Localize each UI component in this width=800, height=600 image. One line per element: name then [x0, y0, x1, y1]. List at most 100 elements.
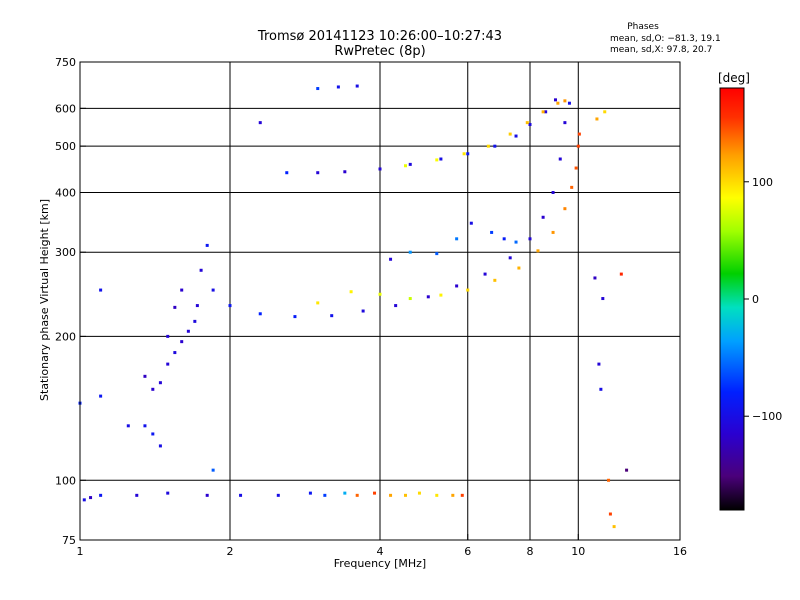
data-point — [455, 284, 459, 288]
data-point — [439, 157, 443, 161]
data-point — [99, 394, 103, 398]
data-point — [625, 468, 629, 472]
data-point — [595, 117, 599, 121]
data-point — [528, 123, 532, 127]
trace-es-cloud — [143, 288, 199, 448]
trace-f-x — [316, 132, 581, 305]
data-point — [378, 167, 382, 171]
data-point — [343, 491, 347, 495]
colorbar-tick-label: 0 — [752, 293, 759, 306]
data-point — [195, 304, 199, 308]
data-point — [493, 278, 497, 282]
y-tick-label: 100 — [55, 474, 76, 487]
data-point — [349, 290, 353, 294]
phases-x-stats: mean, sd,X: 97.8, 20.7 — [610, 45, 712, 55]
data-point — [466, 152, 470, 156]
data-point — [316, 301, 320, 305]
data-point — [619, 272, 623, 276]
data-point — [186, 329, 190, 333]
data-point — [228, 304, 232, 308]
data-point — [574, 166, 578, 170]
data-point — [541, 110, 545, 114]
trace-noise — [78, 84, 629, 529]
x-tick-label: 2 — [227, 545, 234, 558]
data-point — [408, 162, 412, 166]
data-point — [151, 387, 155, 391]
data-point — [486, 144, 490, 148]
data-point — [514, 134, 518, 138]
data-point — [99, 288, 103, 292]
data-point — [285, 171, 289, 175]
data-point — [508, 132, 512, 136]
data-point — [493, 144, 497, 148]
data-point — [166, 334, 170, 338]
data-point — [451, 493, 455, 497]
data-point — [612, 525, 616, 529]
data-point — [599, 387, 603, 391]
data-point — [143, 424, 147, 428]
data-point — [558, 157, 562, 161]
data-point — [417, 491, 421, 495]
data-point — [490, 230, 494, 234]
data-point — [597, 362, 601, 366]
y-tick-label: 300 — [55, 246, 76, 259]
data-point — [316, 87, 320, 91]
data-point — [378, 292, 382, 296]
data-point — [330, 314, 334, 318]
data-point — [82, 498, 86, 502]
data-point — [408, 297, 412, 301]
trace-f2-x — [403, 99, 567, 168]
axis-ticks: 1 2 4 6 8 10 16 75 100 200 300 400 500 600 750 — [55, 56, 687, 558]
phases-o-stats: mean, sd,O: −81.3, 19.1 — [610, 34, 721, 44]
data-point — [355, 84, 359, 88]
x-tick-label: 16 — [673, 545, 687, 558]
data-point — [570, 185, 574, 189]
x-tick-label: 1 — [77, 545, 84, 558]
trace-f2-o — [316, 98, 557, 175]
chart-subtitle: RwPretec (8p) — [334, 44, 425, 59]
data-point — [502, 237, 506, 241]
x-axis-label: Frequency [MHz] — [334, 557, 426, 570]
data-point — [469, 221, 473, 225]
data-point — [143, 374, 147, 378]
data-point — [158, 381, 162, 385]
data-point — [389, 257, 393, 261]
y-tick-label: 600 — [55, 102, 76, 115]
data-point — [563, 207, 567, 211]
data-point — [525, 121, 529, 125]
data-point — [135, 493, 139, 497]
data-point — [551, 230, 555, 234]
data-point — [211, 468, 215, 472]
data-point — [460, 493, 464, 497]
y-tick-label: 750 — [55, 56, 76, 69]
data-point — [508, 256, 512, 260]
data-point — [567, 101, 571, 105]
data-point — [276, 493, 280, 497]
data-point — [462, 152, 466, 156]
trace-e-region — [82, 491, 464, 502]
data-point — [408, 250, 412, 254]
data-point — [308, 491, 312, 495]
data-point — [211, 288, 215, 292]
data-point — [466, 288, 470, 292]
data-point — [601, 297, 605, 301]
data-point — [336, 85, 340, 89]
colorbar-tick-label: 100 — [752, 176, 773, 189]
data-point — [517, 266, 521, 270]
data-point — [556, 101, 560, 105]
data-point — [166, 491, 170, 495]
data-point — [394, 304, 398, 308]
data-point — [607, 478, 611, 482]
data-point — [205, 243, 209, 247]
data-point — [403, 164, 407, 168]
data-point — [439, 293, 443, 297]
data-point — [293, 315, 297, 319]
data-point — [373, 491, 377, 495]
data-point — [608, 512, 612, 516]
y-tick-label: 500 — [55, 140, 76, 153]
grid — [80, 62, 680, 540]
data-point — [577, 132, 581, 136]
data-point — [323, 493, 327, 497]
colorbar-tick-label: −100 — [752, 410, 782, 423]
